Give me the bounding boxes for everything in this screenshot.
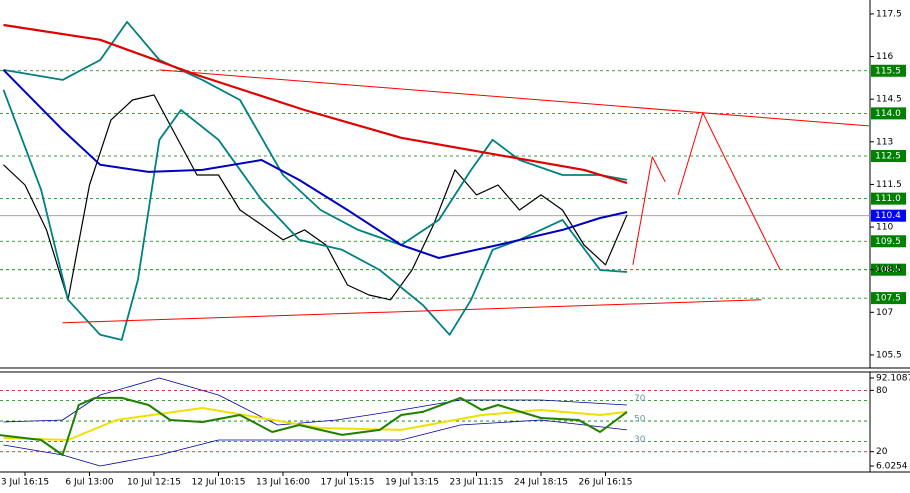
- series-line: [0, 396, 628, 456]
- y-tick-label: 105.5: [876, 350, 902, 360]
- series-line: [632, 156, 666, 265]
- level-label: 107.5: [875, 294, 901, 304]
- y-tick-label: 110: [876, 223, 893, 233]
- x-tick-label: 23 Jul 11:15: [450, 478, 504, 488]
- level-box: [871, 235, 906, 248]
- y-tick-label: 113: [876, 137, 893, 147]
- series-line: [159, 69, 869, 127]
- y-tick-label: 80: [876, 386, 888, 396]
- x-tick-label: 19 Jul 13:15: [385, 478, 439, 488]
- level-label: 112.5: [875, 152, 901, 162]
- level-box: [871, 263, 906, 276]
- series-line: [62, 299, 762, 324]
- series-line: [3, 21, 628, 246]
- level-box: [871, 192, 906, 205]
- level-label: 111.0: [875, 194, 901, 204]
- level-box: [871, 64, 906, 77]
- y-tick-label: 116: [876, 52, 893, 62]
- y-tick-label: 114.5: [876, 95, 902, 105]
- x-tick-label: 17 Jul 15:15: [321, 478, 375, 488]
- x-tick-label: 10 Jul 12:15: [127, 478, 181, 488]
- series-line: [3, 407, 628, 441]
- current-price-box: [871, 209, 906, 222]
- level-label: 70: [634, 394, 646, 404]
- level-label: 114.0: [875, 109, 901, 119]
- x-tick-label: 24 Jul 18:15: [514, 478, 568, 488]
- x-tick-label: 13 Jul 16:00: [256, 478, 310, 488]
- series-line: [3, 94, 628, 301]
- y-tick-label: 117.5: [876, 9, 902, 19]
- series-line: [3, 419, 628, 467]
- level-label: 109.5: [875, 237, 901, 247]
- series-line: [677, 112, 781, 271]
- series-line: [3, 377, 628, 426]
- level-label: 115.5: [875, 66, 901, 76]
- series-line: [2, 89, 628, 341]
- y-tick-label: 108.5: [876, 265, 902, 275]
- x-tick-label: 3 Jul 16:15: [1, 478, 49, 488]
- x-tick-label: 12 Jul 10:15: [192, 478, 246, 488]
- y-tick-label: 111.5: [876, 180, 902, 190]
- x-tick-label: 6 Jul 13:00: [65, 478, 114, 488]
- x-tick-label: 26 Jul 16:15: [579, 478, 633, 488]
- y-tick-label: 107: [876, 308, 893, 318]
- y-tick-label: 20: [876, 447, 888, 457]
- y-tick-label: 6.0254: [876, 462, 908, 472]
- level-box: [871, 150, 906, 163]
- series-line: [2, 69, 628, 259]
- current-price-label: 110.4: [875, 211, 901, 221]
- level-box: [871, 292, 906, 305]
- level-box: [871, 107, 906, 120]
- y-tick-label: 92.1087: [876, 374, 910, 384]
- level-label: 50: [634, 415, 646, 425]
- level-label: 30: [634, 435, 646, 445]
- series-line: [3, 23, 628, 185]
- level-label: 108.5: [875, 265, 901, 275]
